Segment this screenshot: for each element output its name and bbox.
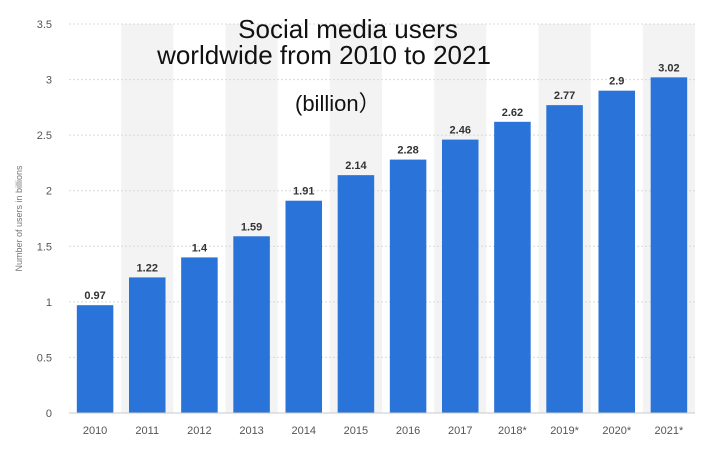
data-label: 0.97 bbox=[84, 290, 105, 302]
chart-title-line-1: Social media users bbox=[238, 14, 458, 44]
data-label: 2.62 bbox=[502, 107, 523, 119]
x-tick-label: 2016 bbox=[396, 425, 420, 437]
data-label: 2.9 bbox=[609, 76, 624, 88]
bar bbox=[181, 257, 218, 413]
y-tick-label: 0.5 bbox=[37, 352, 52, 364]
x-tick-label: 2019* bbox=[550, 425, 579, 437]
x-tick-label: 2015 bbox=[344, 425, 368, 437]
x-tick-label: 2020* bbox=[602, 425, 631, 437]
chart-unit-note: (billion） bbox=[295, 91, 381, 116]
x-tick-label: 2012 bbox=[187, 425, 211, 437]
bar bbox=[650, 77, 688, 413]
data-label: 1.22 bbox=[137, 262, 158, 274]
x-tick-label: 2010 bbox=[83, 425, 107, 437]
bar bbox=[546, 105, 583, 414]
y-tick-label: 2 bbox=[46, 186, 52, 198]
data-label: 1.59 bbox=[241, 221, 262, 233]
y-axis-label: Number of users in billions bbox=[14, 165, 24, 272]
x-tick-label: 2021* bbox=[655, 425, 684, 437]
bar bbox=[285, 200, 323, 413]
data-label: 2.77 bbox=[554, 90, 575, 102]
bar bbox=[337, 175, 375, 413]
data-label: 1.91 bbox=[293, 186, 314, 198]
y-tick-label: 3 bbox=[46, 75, 52, 87]
chart-title-line-2: worldwide from 2010 to 2021 bbox=[157, 40, 491, 70]
bar bbox=[233, 236, 270, 413]
data-label: 2.14 bbox=[345, 160, 367, 172]
data-label: 2.46 bbox=[450, 125, 471, 137]
y-tick-label: 1 bbox=[46, 297, 52, 309]
data-label: 3.02 bbox=[658, 62, 679, 74]
bar bbox=[598, 90, 636, 413]
x-tick-label: 2017 bbox=[448, 425, 472, 437]
y-tick-label: 1.5 bbox=[37, 241, 52, 253]
x-tick-label: 2014 bbox=[292, 425, 316, 437]
bar bbox=[76, 305, 114, 413]
y-tick-label: 2.5 bbox=[37, 130, 52, 142]
data-label: 2.28 bbox=[397, 145, 418, 157]
y-tick-label: 0 bbox=[46, 408, 52, 420]
bar bbox=[389, 159, 427, 413]
data-label: 1.4 bbox=[192, 242, 208, 254]
x-tick-label: 2013 bbox=[239, 425, 263, 437]
bar bbox=[441, 139, 479, 414]
bar bbox=[128, 277, 166, 413]
bar bbox=[494, 121, 531, 413]
y-tick-label: 3.5 bbox=[37, 19, 52, 31]
x-tick-label: 2018* bbox=[498, 425, 527, 437]
x-tick-label: 2011 bbox=[135, 425, 159, 437]
